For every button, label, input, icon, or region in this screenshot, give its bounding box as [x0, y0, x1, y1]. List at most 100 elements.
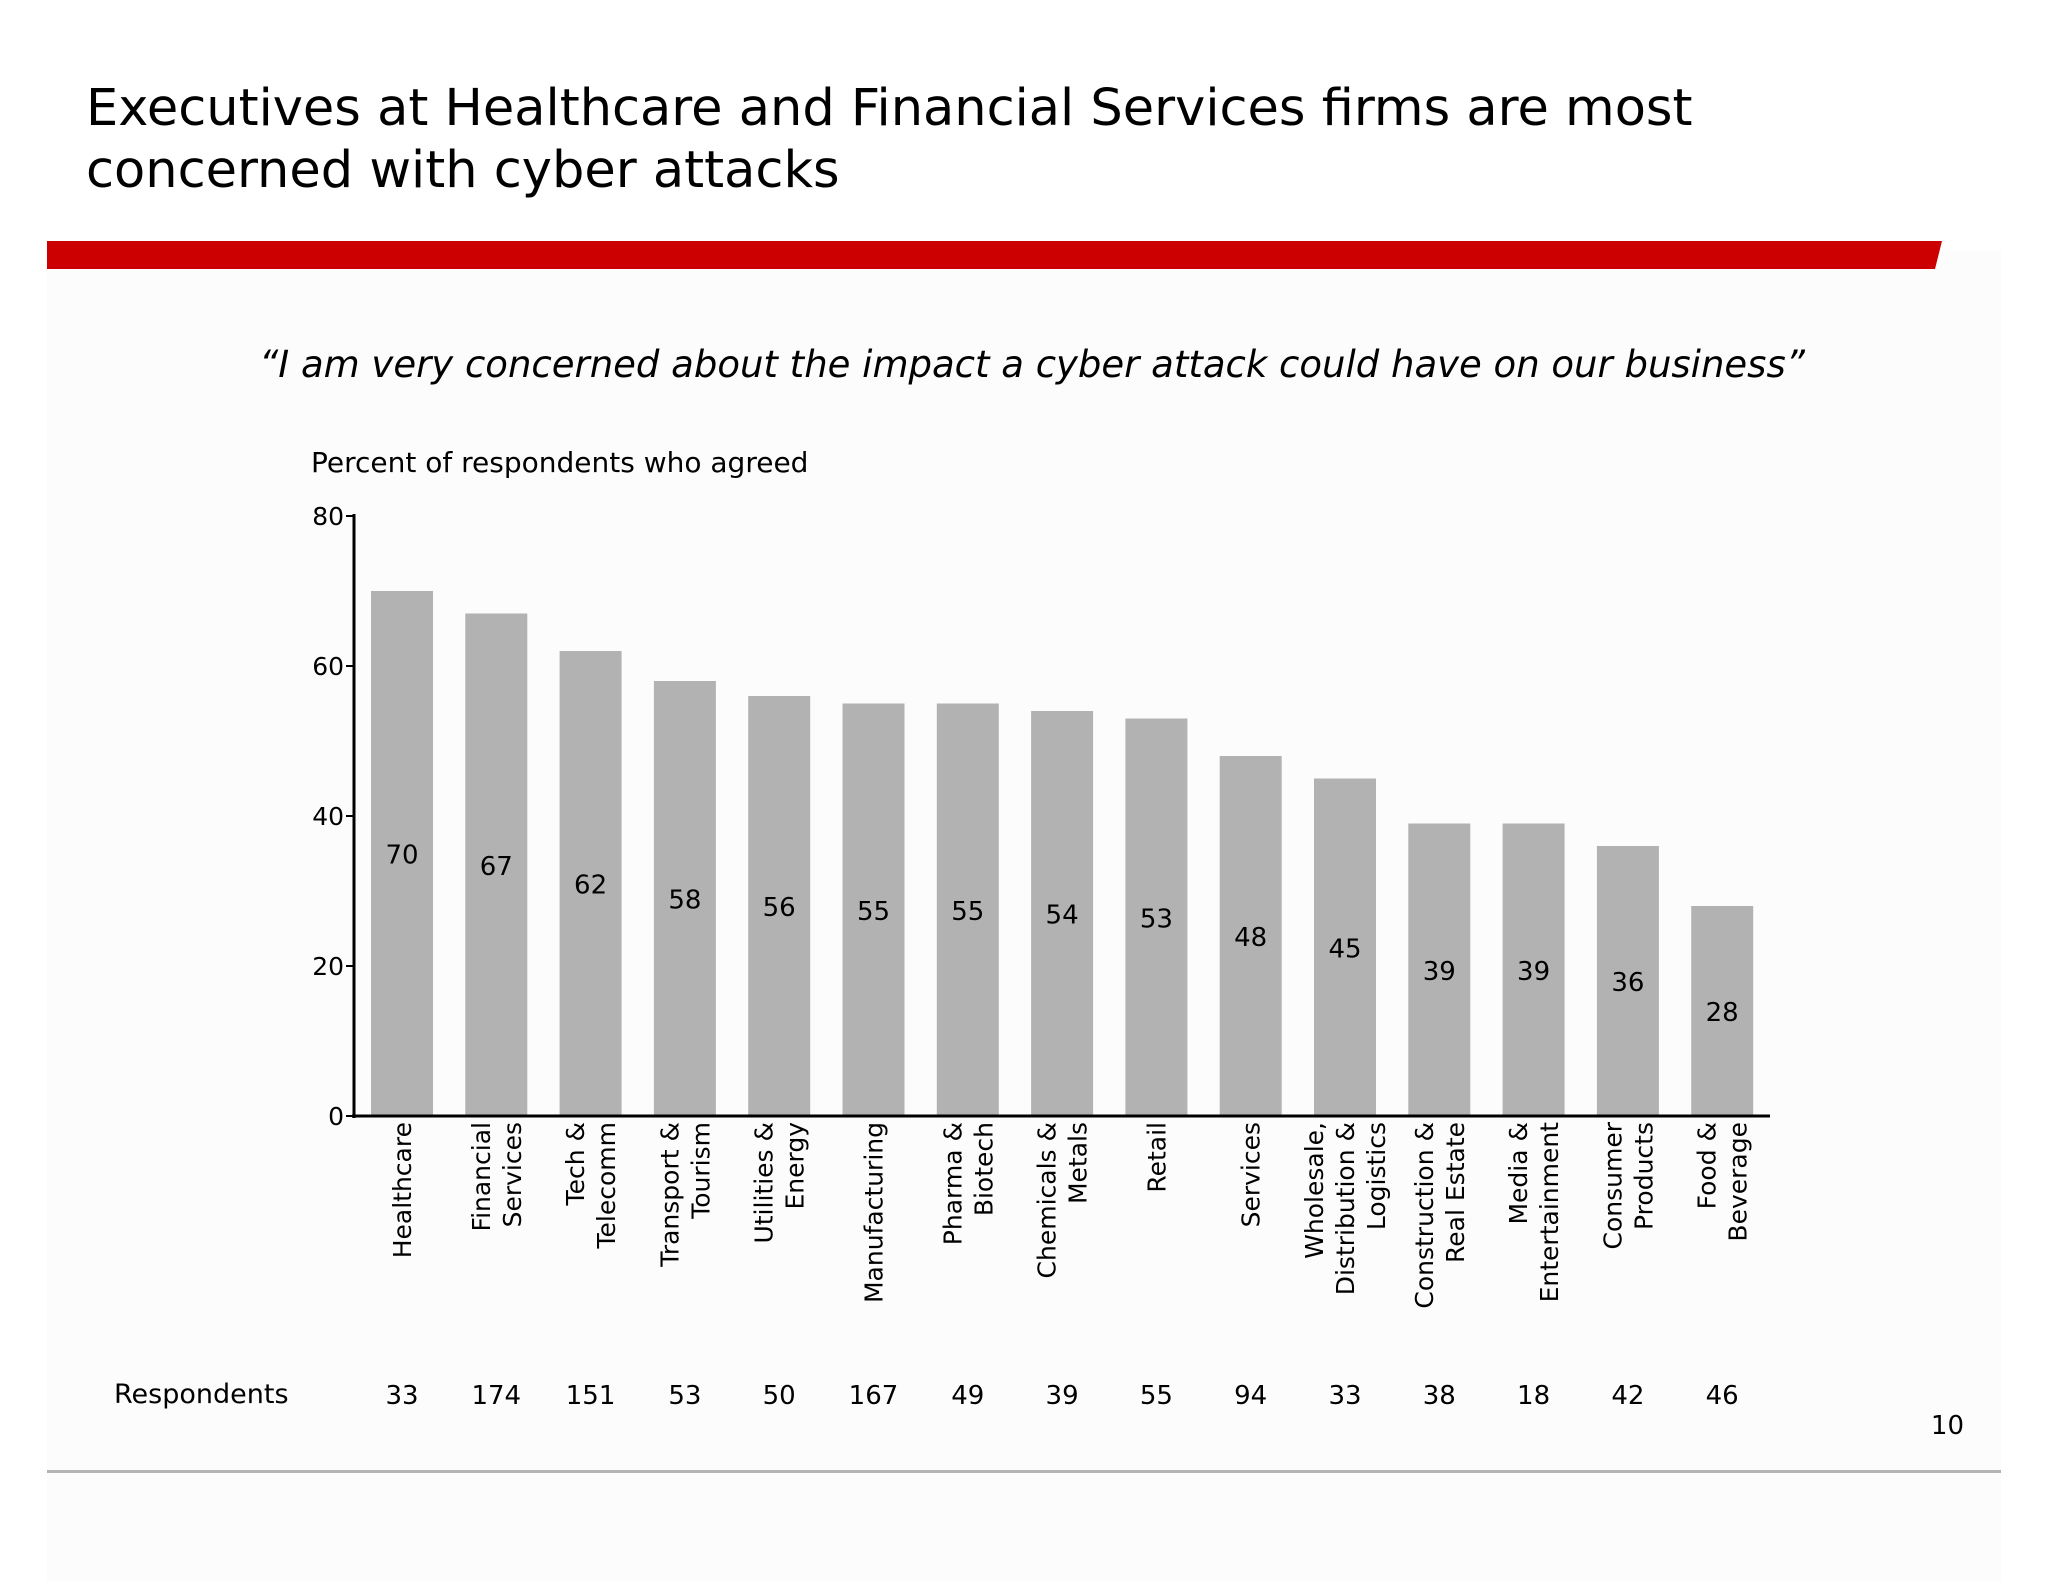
respondent-count: 167: [849, 1381, 899, 1411]
x-tick-label: Tourism: [686, 1122, 715, 1220]
respondent-count: 94: [1234, 1381, 1267, 1411]
x-tick-label: Real Estate: [1441, 1122, 1470, 1263]
x-tick-label: Manufacturing: [860, 1122, 889, 1303]
respondent-count: 46: [1706, 1381, 1739, 1411]
x-tick-label: Distribution &: [1331, 1122, 1360, 1295]
bar: [1691, 906, 1754, 1116]
data-label: 48: [1234, 923, 1267, 953]
x-tick-label: Wholesale,: [1300, 1122, 1329, 1259]
x-category-label: Food & Beverage: [1693, 1122, 1753, 1242]
bar: [1596, 846, 1659, 1116]
x-tick-label: Metals: [1064, 1122, 1093, 1204]
x-category-label: Construction & Real Estate: [1410, 1122, 1470, 1309]
x-tick-label: Financial: [467, 1122, 496, 1231]
respondent-count: 38: [1423, 1381, 1456, 1411]
respondent-count: 53: [668, 1381, 701, 1411]
respondents-label: Respondents: [114, 1379, 289, 1410]
bottom-rule: [47, 1470, 2001, 1473]
data-label: 39: [1517, 957, 1550, 987]
respondent-count: 49: [951, 1381, 984, 1411]
bar: [653, 681, 716, 1116]
x-tick-label: Transport &: [655, 1122, 684, 1268]
title-line-2: concerned with cyber attacks: [86, 141, 840, 200]
bar: [1125, 718, 1188, 1116]
page-title: Executives at Healthcare and Financial S…: [86, 78, 1886, 202]
y-tick-label: 80: [312, 502, 344, 531]
x-tick-label: Food &: [1693, 1122, 1722, 1209]
data-label: 39: [1423, 957, 1456, 987]
x-category-label: Utilities & Energy: [750, 1122, 810, 1244]
bar: [371, 591, 433, 1116]
respondent-count: 33: [1328, 1381, 1361, 1411]
data-label: 45: [1328, 934, 1361, 964]
x-category-label: Financial Services: [467, 1122, 527, 1231]
title-line-1: Executives at Healthcare and Financial S…: [86, 79, 1693, 138]
bar: [559, 651, 622, 1116]
respondent-count: 174: [471, 1381, 521, 1411]
x-tick-label: Beverage: [1724, 1122, 1753, 1242]
y-tick-label: 20: [312, 952, 344, 981]
y-axis-label: Percent of respondents who agreed: [311, 446, 809, 479]
respondent-count: 33: [385, 1381, 418, 1411]
x-category-label: Media & Entertainment: [1504, 1122, 1564, 1303]
x-tick-label: Logistics: [1362, 1122, 1391, 1230]
data-label: 55: [951, 897, 984, 927]
bar: [1408, 823, 1471, 1116]
bar: [842, 703, 905, 1116]
bar: [1314, 778, 1376, 1116]
x-tick-label: Services: [498, 1122, 527, 1227]
x-tick-label: Healthcare: [388, 1122, 417, 1258]
respondent-count: 55: [1140, 1381, 1173, 1411]
survey-quote: “I am very concerned about the impact a …: [259, 343, 1805, 386]
data-label: 53: [1140, 904, 1173, 934]
y-tick-label: 0: [328, 1102, 344, 1131]
x-category-label: Tech & Telecomm: [561, 1122, 621, 1249]
x-tick-label: Tech &: [561, 1122, 590, 1206]
respondent-count: 151: [566, 1381, 616, 1411]
data-label: 56: [763, 893, 796, 923]
x-tick-label: Construction &: [1410, 1122, 1439, 1309]
x-tick-label: Utilities &: [750, 1122, 779, 1244]
x-category-label: Retail: [1142, 1122, 1171, 1193]
x-category-label: Healthcare: [388, 1122, 417, 1258]
x-tick-label: Media &: [1504, 1122, 1533, 1225]
bar: [936, 703, 999, 1116]
respondent-count: 42: [1611, 1381, 1644, 1411]
x-tick-label: Services: [1237, 1122, 1266, 1227]
data-label: 62: [574, 871, 607, 901]
x-tick-label: Consumer: [1598, 1121, 1627, 1249]
data-label: 58: [668, 886, 701, 916]
data-label: 70: [385, 841, 418, 871]
x-tick-label: Chemicals &: [1033, 1122, 1062, 1278]
data-label: 55: [857, 897, 890, 927]
x-category-label: Chemicals & Metals: [1033, 1122, 1093, 1278]
bar: [1502, 823, 1565, 1116]
bar: [465, 613, 528, 1116]
x-tick-label: Pharma &: [938, 1122, 967, 1245]
x-tick-label: Retail: [1142, 1122, 1171, 1193]
bar: [748, 696, 811, 1116]
x-tick-label: Products: [1629, 1122, 1658, 1230]
x-tick-label: Telecomm: [592, 1122, 621, 1249]
respondent-count: 39: [1046, 1381, 1079, 1411]
respondent-count: 18: [1517, 1381, 1550, 1411]
x-tick-label: Entertainment: [1535, 1122, 1564, 1303]
y-tick-label: 60: [312, 652, 344, 681]
x-category-label: Manufacturing: [860, 1122, 889, 1303]
x-category-label: Services: [1237, 1122, 1266, 1227]
x-category-label: Pharma & Biotech: [938, 1122, 998, 1245]
data-label: 67: [480, 852, 513, 882]
data-label: 54: [1046, 901, 1079, 931]
respondent-count: 50: [763, 1381, 796, 1411]
bar: [1031, 711, 1094, 1116]
page-number: 10: [1930, 1411, 1964, 1441]
x-category-label: Transport & Tourism: [655, 1122, 715, 1268]
bar: [1219, 756, 1282, 1116]
x-category-label: Wholesale, Distribution & Logistics: [1300, 1122, 1391, 1295]
y-tick-label: 40: [312, 802, 344, 831]
x-category-label: Consumer Products: [1598, 1121, 1658, 1249]
data-label: 36: [1611, 968, 1644, 998]
data-label: 28: [1706, 998, 1739, 1028]
x-tick-label: Energy: [781, 1122, 810, 1210]
